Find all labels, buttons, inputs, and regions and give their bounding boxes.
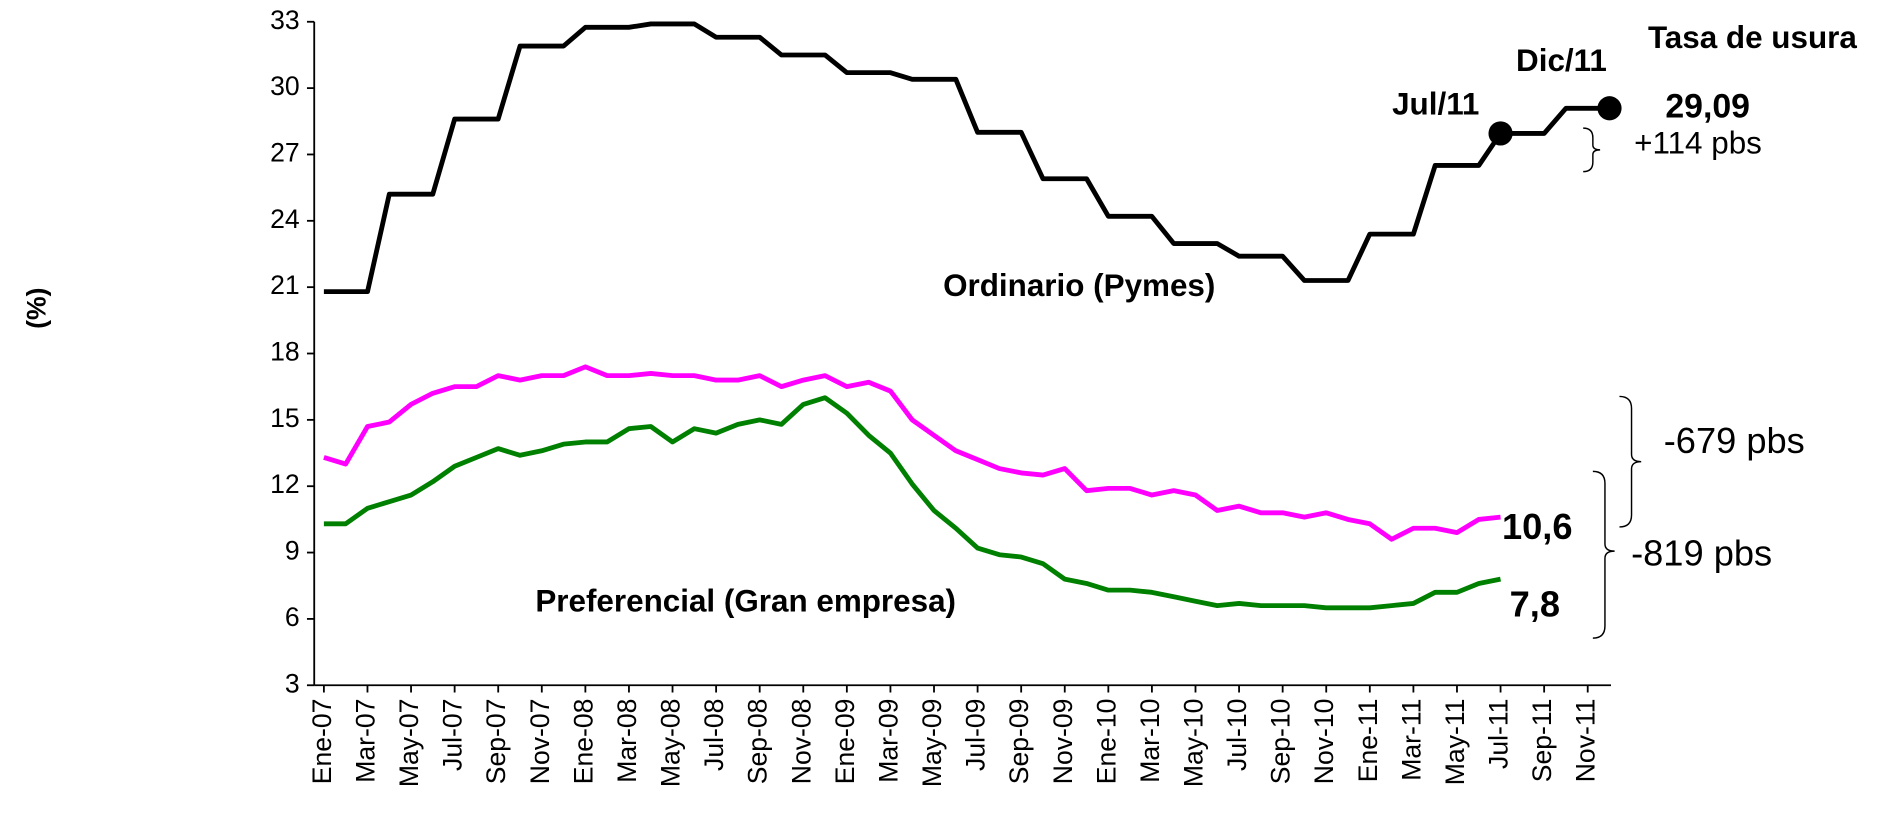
y-tick-label: 24 — [270, 204, 300, 234]
x-tick-label: Jul-07 — [438, 699, 468, 771]
x-tick-label: Jul-08 — [699, 699, 729, 771]
x-tick-label: Mar-09 — [873, 699, 903, 783]
x-tick-label: Nov-09 — [1048, 699, 1078, 785]
x-tick-label: Ene-08 — [568, 699, 598, 785]
brace — [1592, 470, 1615, 639]
x-tick-label: Sep-09 — [1004, 699, 1034, 785]
annotation: 7,8 — [1510, 583, 1560, 624]
x-tick-label: Sep-07 — [481, 699, 511, 785]
x-tick-label: May-11 — [1440, 699, 1470, 786]
x-tick-label: Sep-10 — [1266, 699, 1296, 785]
x-tick-label: Jul-09 — [961, 699, 991, 771]
y-tick-label: 33 — [270, 5, 300, 35]
y-tick-label: 21 — [270, 270, 300, 300]
series-label: Ordinario (Pymes) — [943, 268, 1215, 303]
y-tick-label: 9 — [285, 536, 300, 566]
x-tick-label: May-10 — [1179, 699, 1209, 788]
y-tick-label: 15 — [270, 403, 300, 433]
x-tick-label: Ene-09 — [830, 699, 860, 785]
x-tick-label: Mar-07 — [350, 699, 380, 783]
x-tick-label: Mar-10 — [1135, 699, 1165, 783]
y-tick-label: 3 — [285, 668, 300, 698]
x-tick-label: May-09 — [917, 699, 947, 788]
x-tick-label: Ene-10 — [1091, 699, 1121, 785]
x-tick-label: Nov-07 — [525, 699, 555, 785]
x-tick-label: Nov-08 — [786, 699, 816, 785]
x-tick-label: Jul-10 — [1222, 699, 1252, 771]
y-axis-label: (%) — [22, 288, 52, 329]
y-tick-label: 18 — [270, 337, 300, 367]
brace — [1619, 395, 1642, 528]
annotation: -819 pbs — [1631, 533, 1772, 574]
x-tick-label: May-08 — [656, 699, 686, 788]
x-tick-label: Sep-08 — [743, 699, 773, 785]
series-line — [323, 364, 1501, 542]
x-tick-label: Ene-11 — [1353, 699, 1383, 783]
annotation: Jul/11 — [1392, 87, 1479, 122]
marker — [1597, 96, 1622, 121]
annotation: 29,09 — [1665, 88, 1750, 126]
y-tick-label: 6 — [285, 602, 300, 632]
annotation: 10,6 — [1502, 506, 1573, 547]
x-tick-label: Ene-07 — [307, 699, 337, 785]
series-label: Preferencial (Gran empresa) — [535, 583, 956, 618]
annotation: Dic/11 — [1516, 43, 1607, 78]
x-tick-label: Nov-11 — [1571, 699, 1601, 783]
x-tick-label: May-07 — [394, 699, 424, 788]
y-tick-label: 27 — [270, 137, 300, 167]
x-tick-label: Nov-10 — [1309, 699, 1339, 785]
y-tick-label: 30 — [270, 71, 300, 101]
series-line — [323, 21, 1610, 295]
series-line — [323, 395, 1502, 611]
x-tick-label: Jul-11 — [1484, 699, 1514, 769]
y-tick-label: 12 — [270, 469, 300, 499]
x-tick-label: Mar-11 — [1396, 699, 1426, 781]
brace — [1583, 127, 1601, 173]
annotation: +114 pbs — [1634, 125, 1762, 160]
marker — [1488, 121, 1513, 146]
series-label: Tasa de usura — [1648, 20, 1857, 55]
x-tick-label: Sep-11 — [1527, 699, 1557, 783]
annotation: -679 pbs — [1664, 420, 1805, 461]
x-tick-label: Mar-08 — [612, 699, 642, 783]
